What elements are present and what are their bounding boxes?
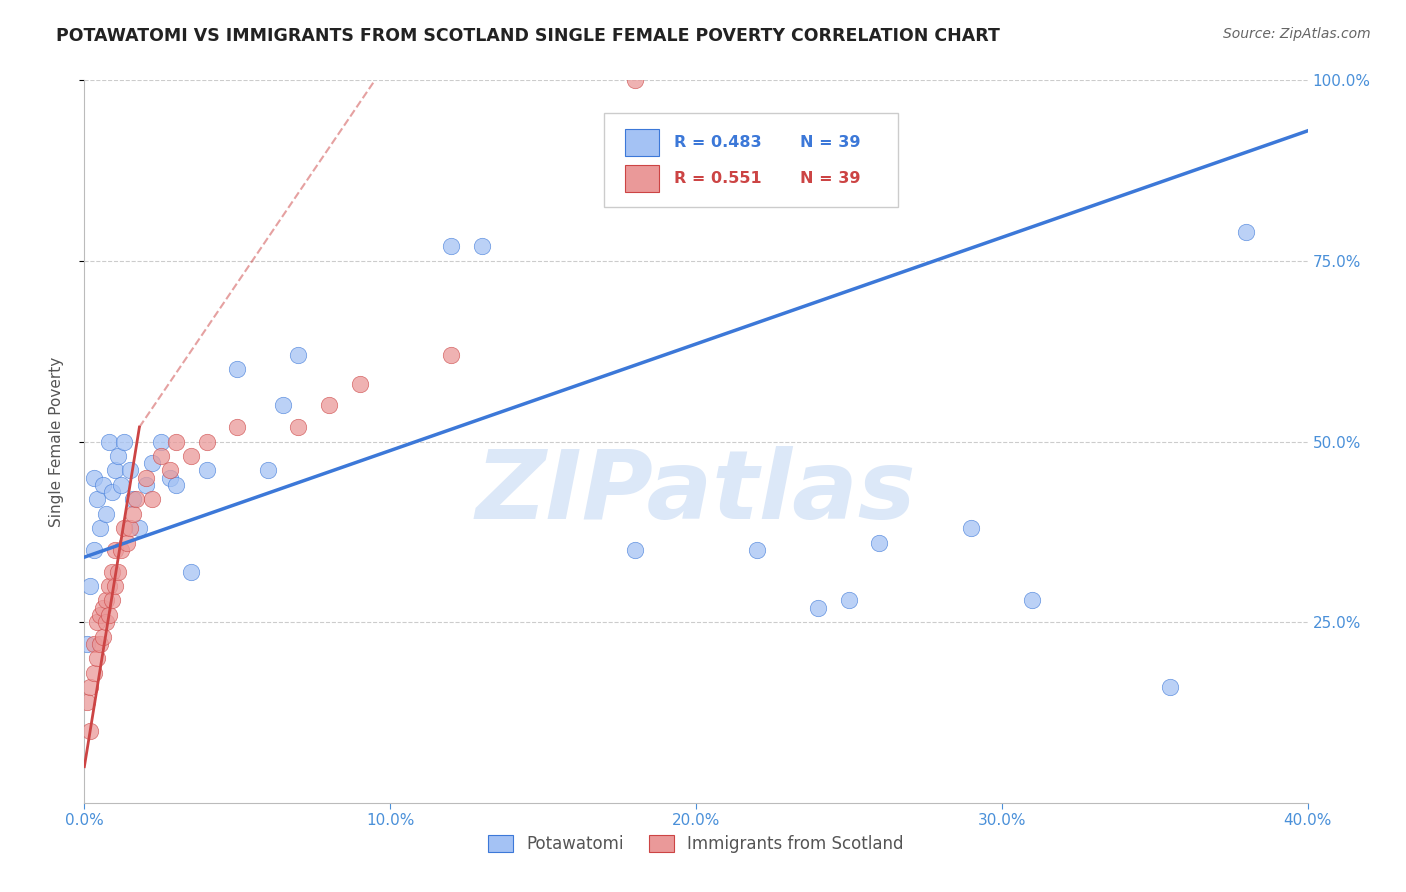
Point [349, 376, 371, 391]
Point [1159, 680, 1181, 694]
Point [104, 463, 127, 477]
Point [86, 651, 108, 665]
FancyBboxPatch shape [605, 112, 898, 207]
FancyBboxPatch shape [626, 128, 659, 156]
Point [159, 470, 181, 484]
Point [94, 507, 117, 521]
Point [115, 535, 138, 549]
Text: Source: ZipAtlas.com: Source: ZipAtlas.com [1223, 27, 1371, 41]
Point [869, 535, 891, 549]
Point [257, 463, 280, 477]
Point [89, 521, 111, 535]
Point [91, 478, 114, 492]
Y-axis label: Single Female Poverty: Single Female Poverty [49, 357, 63, 526]
Point [838, 593, 860, 607]
Point [141, 456, 163, 470]
Point [101, 485, 124, 500]
Text: ZIPatlas: ZIPatlas [475, 446, 917, 539]
Point [807, 600, 830, 615]
Point [226, 420, 249, 434]
Point [141, 492, 163, 507]
Point [180, 565, 202, 579]
Point [79, 723, 101, 738]
Point [287, 420, 309, 434]
Point [1236, 225, 1258, 239]
Point [226, 362, 249, 376]
Point [149, 449, 172, 463]
Point [83, 542, 105, 557]
Point [101, 593, 124, 607]
Point [149, 434, 172, 449]
Point [159, 463, 181, 477]
Point [83, 637, 105, 651]
Point [79, 579, 101, 593]
Text: POTAWATOMI VS IMMIGRANTS FROM SCOTLAND SINGLE FEMALE POVERTY CORRELATION CHART: POTAWATOMI VS IMMIGRANTS FROM SCOTLAND S… [56, 27, 1000, 45]
Point [128, 521, 150, 535]
Point [86, 615, 108, 630]
Point [83, 665, 105, 680]
Point [122, 492, 145, 507]
Point [107, 449, 129, 463]
Point [91, 600, 114, 615]
Point [110, 542, 132, 557]
Point [104, 579, 127, 593]
Point [180, 449, 202, 463]
Point [122, 507, 145, 521]
Point [86, 492, 108, 507]
Point [120, 463, 142, 477]
Text: R = 0.551: R = 0.551 [673, 171, 762, 186]
Point [960, 521, 983, 535]
Point [112, 521, 135, 535]
Text: N = 39: N = 39 [800, 171, 860, 186]
Point [79, 680, 101, 694]
Point [195, 463, 218, 477]
Point [165, 434, 187, 449]
Point [91, 630, 114, 644]
Point [101, 565, 124, 579]
Point [76, 695, 98, 709]
Point [89, 637, 111, 651]
Point [97, 434, 120, 449]
Point [440, 348, 463, 362]
Point [165, 478, 187, 492]
Point [97, 579, 120, 593]
Point [624, 73, 647, 87]
Point [94, 615, 117, 630]
Point [83, 470, 105, 484]
Point [624, 542, 647, 557]
Text: R = 0.483: R = 0.483 [673, 135, 762, 150]
FancyBboxPatch shape [626, 165, 659, 193]
Point [89, 607, 111, 622]
Point [287, 348, 309, 362]
Point [112, 434, 135, 449]
Point [135, 470, 157, 484]
Point [1021, 593, 1043, 607]
Point [318, 398, 340, 412]
Text: N = 39: N = 39 [800, 135, 860, 150]
Point [120, 521, 142, 535]
Point [747, 542, 769, 557]
Point [97, 607, 120, 622]
Point [107, 565, 129, 579]
Point [125, 492, 148, 507]
Legend: Potawatomi, Immigrants from Scotland: Potawatomi, Immigrants from Scotland [481, 828, 911, 860]
Point [271, 398, 294, 412]
Point [110, 478, 132, 492]
Point [94, 593, 117, 607]
Point [135, 478, 157, 492]
Point [440, 239, 463, 253]
Point [104, 542, 127, 557]
Point [471, 239, 494, 253]
Point [76, 637, 98, 651]
Point [195, 434, 218, 449]
